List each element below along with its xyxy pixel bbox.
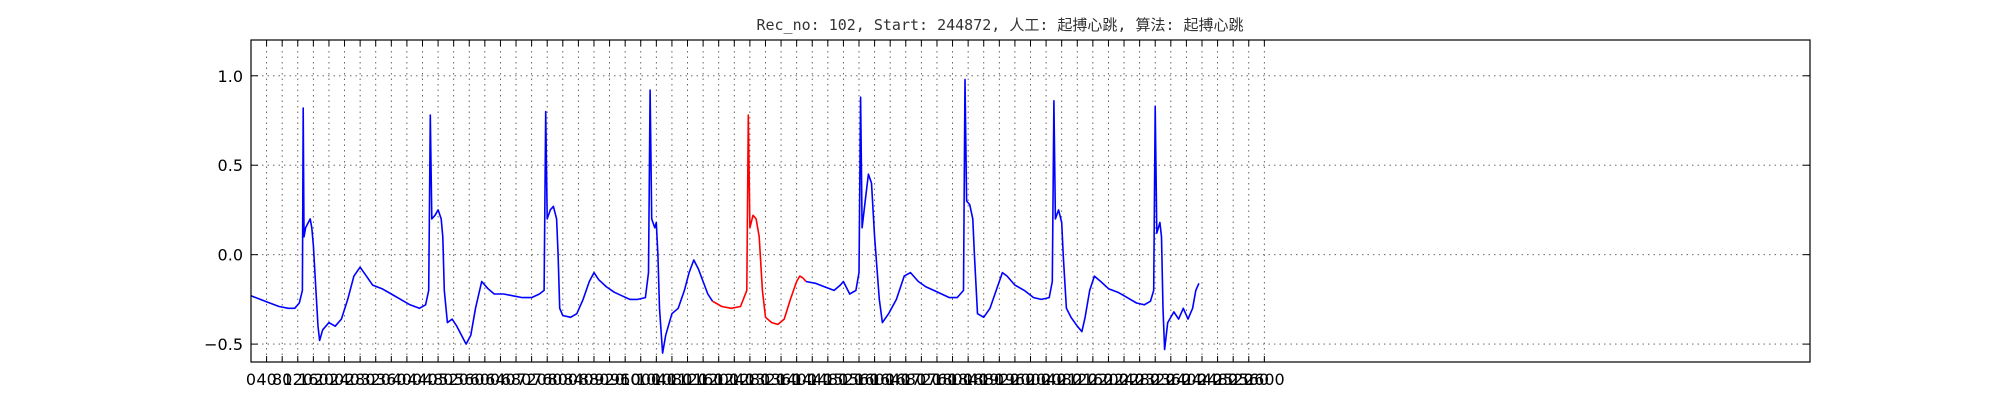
x-tick-label: 2560 bbox=[1228, 370, 1269, 389]
plot-frame bbox=[250, 39, 1811, 363]
x-tick-label: 0 bbox=[246, 370, 256, 389]
x-tick-label: 560 bbox=[454, 370, 485, 389]
x-tick-label: 480 bbox=[423, 370, 454, 389]
x-tick-label: 1400 bbox=[776, 370, 817, 389]
x-tick-label: 760 bbox=[532, 370, 563, 389]
x-tick-label: 2120 bbox=[1057, 370, 1098, 389]
y-tick-label: 0.5 bbox=[218, 156, 243, 175]
x-tick-label: 1320 bbox=[745, 370, 786, 389]
x-tick-label: 1760 bbox=[917, 370, 958, 389]
x-tick-label: 1720 bbox=[901, 370, 942, 389]
x-tick-label: 1680 bbox=[885, 370, 926, 389]
x-tick-label: 120 bbox=[282, 370, 313, 389]
x-tick-label: 2160 bbox=[1073, 370, 1114, 389]
x-tick-label: 800 bbox=[548, 370, 579, 389]
x-tick-label: 160 bbox=[298, 370, 329, 389]
x-tick-label: 720 bbox=[516, 370, 547, 389]
x-tick-label: 280 bbox=[345, 370, 376, 389]
x-tick-label: 960 bbox=[610, 370, 641, 389]
x-tick-label: 2360 bbox=[1150, 370, 1191, 389]
x-tick-label: 1240 bbox=[714, 370, 755, 389]
x-tick-label: 1800 bbox=[932, 370, 973, 389]
x-tick-label: 320 bbox=[360, 370, 391, 389]
x-tick-label: 2600 bbox=[1244, 370, 1285, 389]
x-tick-label: 400 bbox=[392, 370, 423, 389]
x-tick-label: 520 bbox=[438, 370, 469, 389]
x-tick-label: 2280 bbox=[1119, 370, 1160, 389]
x-tick-label: 2520 bbox=[1213, 370, 1254, 389]
y-axis-ticks: −0.5 0.0 0.5 1.0 bbox=[204, 67, 1810, 354]
y-tick-label: 1.0 bbox=[218, 67, 243, 86]
y-tick-label: −0.5 bbox=[204, 335, 243, 354]
x-tick-label: 1840 bbox=[948, 370, 989, 389]
x-tick-label: 2320 bbox=[1135, 370, 1176, 389]
x-tick-label: 1520 bbox=[823, 370, 864, 389]
x-tick-label: 200 bbox=[314, 370, 345, 389]
grid-lines bbox=[251, 40, 1810, 362]
x-tick-label: 640 bbox=[485, 370, 516, 389]
x-tick-label: 1160 bbox=[683, 370, 724, 389]
x-tick-label: 80 bbox=[272, 370, 292, 389]
x-tick-label: 1880 bbox=[963, 370, 1004, 389]
x-axis-ticks: 0 408012016020024028032036040044048052056… bbox=[246, 40, 1285, 389]
x-tick-label: 360 bbox=[376, 370, 407, 389]
x-tick-label: 680 bbox=[501, 370, 532, 389]
chart-title: Rec_no: 102, Start: 244872, 人工: 起搏心跳, 算法… bbox=[756, 16, 1243, 34]
series-line-2 bbox=[805, 78, 1200, 351]
series-line-1 bbox=[712, 114, 807, 326]
x-tick-label: 2240 bbox=[1104, 370, 1145, 389]
x-tick-label: 1960 bbox=[995, 370, 1036, 389]
x-tick-label: 440 bbox=[407, 370, 438, 389]
x-tick-label: 1200 bbox=[698, 370, 739, 389]
x-tick-label: 2040 bbox=[1026, 370, 1067, 389]
x-tick-label: 920 bbox=[594, 370, 625, 389]
x-tick-label: 600 bbox=[470, 370, 501, 389]
x-tick-label: 2400 bbox=[1166, 370, 1207, 389]
x-tick-label: 1040 bbox=[636, 370, 677, 389]
x-tick-label: 1440 bbox=[792, 370, 833, 389]
x-tick-label: 2080 bbox=[1041, 370, 1082, 389]
x-tick-label: 880 bbox=[579, 370, 610, 389]
x-tick-label: 840 bbox=[563, 370, 594, 389]
x-tick-label: 1640 bbox=[870, 370, 911, 389]
x-tick-label: 1920 bbox=[979, 370, 1020, 389]
series-line-0 bbox=[250, 89, 714, 354]
x-tick-label: 2200 bbox=[1088, 370, 1129, 389]
x-tick-label: 40 bbox=[256, 370, 276, 389]
x-tick-label: 1560 bbox=[839, 370, 880, 389]
x-tick-label: 1080 bbox=[652, 370, 693, 389]
x-tick-label: 1120 bbox=[667, 370, 708, 389]
x-tick-label: 1480 bbox=[807, 370, 848, 389]
x-tick-label: 240 bbox=[329, 370, 360, 389]
x-tick-label: 1280 bbox=[730, 370, 771, 389]
x-tick-label: 2000 bbox=[1010, 370, 1051, 389]
x-tick-label: 1360 bbox=[761, 370, 802, 389]
x-tick-label: 1600 bbox=[854, 370, 895, 389]
y-tick-label: 0.0 bbox=[218, 246, 243, 265]
x-tick-label: 1000 bbox=[620, 370, 661, 389]
x-tick-label: 2440 bbox=[1182, 370, 1223, 389]
series-layer bbox=[250, 78, 1200, 354]
x-tick-label: 2480 bbox=[1197, 370, 1238, 389]
